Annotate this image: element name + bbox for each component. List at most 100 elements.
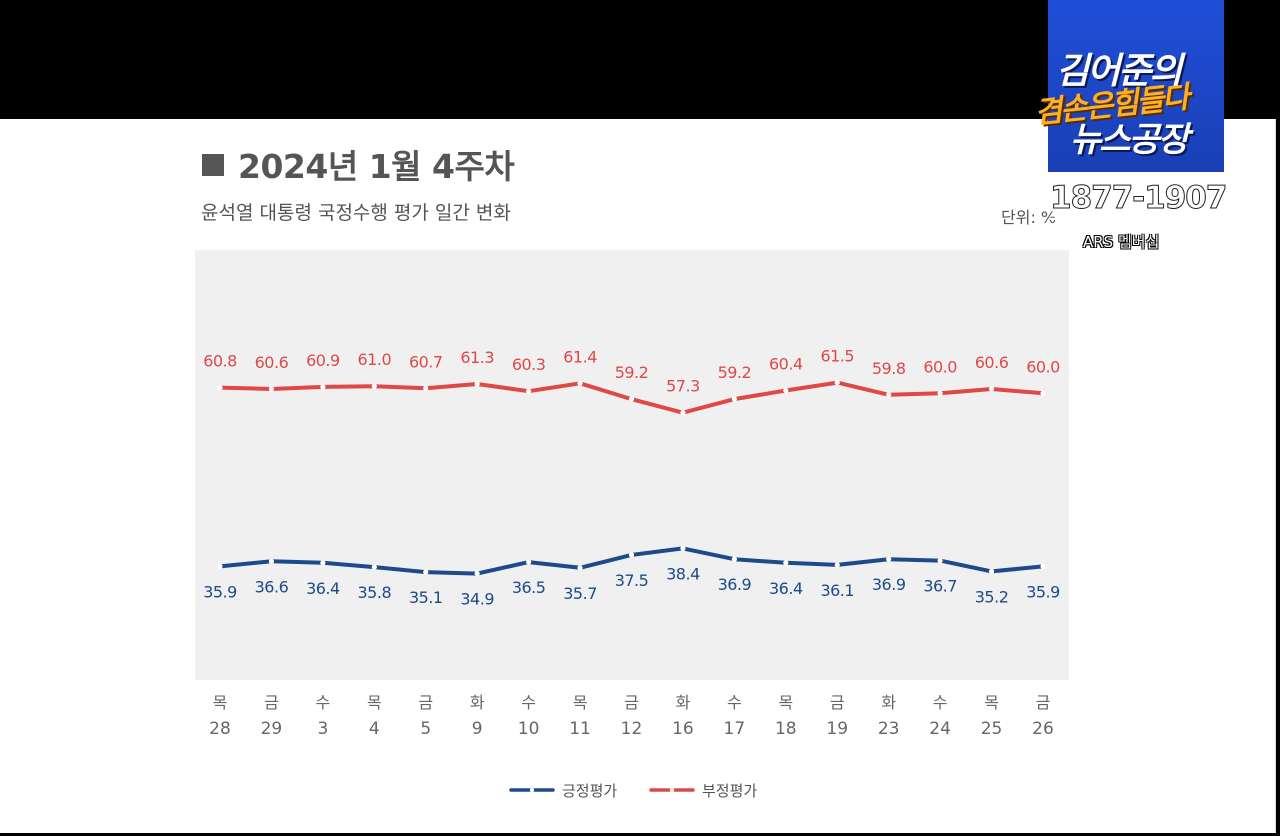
x-tick-day-15: 목 (984, 693, 999, 712)
page-title: 2024년 1월 4주차 (202, 140, 515, 188)
negative-data-label-11: 60.4 (769, 354, 803, 373)
positive-point-8 (628, 552, 635, 558)
positive-data-label-11: 36.4 (769, 579, 803, 598)
x-tick-date-12: 19 (826, 719, 848, 739)
x-tick-day-3: 목 (367, 693, 382, 712)
x-tick-day-16: 금 (1036, 693, 1051, 712)
x-tick-day-11: 목 (778, 693, 793, 712)
x-tick-day-10: 수 (727, 693, 742, 712)
negative-legend-dot (669, 787, 675, 793)
negative-data-label-1: 60.6 (255, 353, 289, 372)
logo-line-3: 뉴스공장 (1070, 120, 1189, 160)
x-tick-date-11: 18 (775, 719, 797, 739)
negative-point-3 (371, 383, 377, 389)
negative-point-9 (680, 410, 686, 416)
positive-point-12 (834, 562, 840, 568)
negative-data-label-4: 60.7 (409, 352, 443, 371)
positive-data-label-15: 35.2 (975, 587, 1009, 606)
negative-data-label-7: 61.4 (563, 347, 597, 366)
positive-point-7 (577, 565, 583, 571)
x-tick-date-6: 10 (518, 719, 540, 739)
x-tick-day-2: 수 (316, 693, 331, 712)
positive-data-label-12: 36.1 (820, 581, 854, 600)
x-tick-date-4: 5 (420, 719, 431, 739)
positive-data-label-13: 36.9 (872, 575, 906, 594)
negative-point-5 (474, 381, 480, 387)
positive-data-label-2: 36.4 (306, 579, 340, 598)
positive-point-5 (474, 570, 480, 577)
positive-data-label-5: 34.9 (460, 590, 494, 609)
negative-point-1 (268, 386, 275, 392)
x-tick-date-0: 28 (209, 719, 231, 739)
positive-data-label-14: 36.7 (923, 577, 957, 596)
negative-point-14 (937, 390, 943, 396)
x-tick-date-16: 26 (1032, 719, 1054, 739)
x-tick-date-3: 4 (369, 719, 380, 739)
x-tick-day-1: 금 (264, 693, 279, 712)
negative-data-label-14: 60.0 (923, 357, 957, 376)
negative-data-label-9: 57.3 (666, 377, 700, 396)
ars-membership-label: ARS 멤버십 (1083, 233, 1160, 251)
positive-data-label-16: 35.9 (1026, 582, 1060, 601)
positive-point-3 (371, 564, 377, 570)
chart-subtitle: 윤석열 대통령 국정수행 평가 일간 변화 (201, 202, 511, 224)
positive-data-label-4: 35.1 (409, 588, 443, 607)
negative-point-8 (628, 396, 635, 402)
x-tick-day-5: 화 (470, 693, 485, 712)
x-tick-day-14: 수 (933, 693, 948, 712)
x-tick-date-9: 16 (672, 719, 694, 739)
x-tick-date-7: 11 (569, 719, 591, 739)
x-tick-date-1: 29 (261, 719, 283, 739)
negative-point-16 (1040, 390, 1046, 396)
x-tick-date-8: 12 (621, 719, 643, 739)
x-tick-date-13: 23 (878, 719, 900, 739)
positive-point-0 (217, 563, 223, 569)
negative-data-label-15: 60.6 (975, 353, 1009, 372)
plot-area (195, 250, 1069, 680)
positive-point-6 (526, 559, 532, 565)
negative-data-label-13: 59.8 (872, 359, 906, 378)
negative-point-6 (526, 388, 532, 394)
show-logo: 김어준의 겸손은힘들다 뉴스공장 (1033, 0, 1224, 172)
positive-series-line (218, 546, 1045, 576)
negative-point-11 (783, 387, 789, 394)
negative-point-7 (577, 380, 583, 386)
x-tick-day-9: 화 (676, 693, 691, 712)
title-text: 2024년 1월 4주차 (238, 147, 515, 186)
x-tick-day-4: 금 (418, 693, 433, 712)
positive-point-9 (680, 545, 686, 552)
positive-data-label-6: 36.5 (512, 578, 546, 597)
negative-data-label-3: 61.0 (358, 350, 392, 369)
positive-legend-dot (529, 787, 535, 793)
x-tick-date-2: 3 (317, 719, 328, 739)
positive-legend-label: 긍정평가 (562, 782, 617, 800)
x-tick-day-0: 목 (213, 693, 228, 712)
negative-legend-label: 부정평가 (702, 782, 757, 800)
positive-point-10 (731, 556, 737, 562)
positive-data-label-7: 35.7 (563, 584, 597, 603)
x-tick-day-8: 금 (624, 693, 639, 712)
negative-point-15 (988, 386, 995, 392)
x-tick-date-14: 24 (929, 719, 951, 739)
positive-data-label-0: 35.9 (203, 582, 237, 601)
x-tick-day-12: 금 (830, 693, 845, 712)
positive-data-label-8: 37.5 (615, 571, 649, 590)
positive-point-1 (268, 558, 275, 564)
negative-data-label-12: 61.5 (820, 347, 854, 366)
positive-point-4 (423, 569, 429, 575)
negative-point-12 (834, 379, 840, 386)
negative-data-label-5: 61.3 (460, 348, 494, 367)
x-tick-day-6: 수 (521, 693, 536, 712)
x-tick-date-15: 25 (981, 719, 1003, 739)
positive-point-11 (783, 560, 789, 566)
x-tick-day-13: 화 (881, 693, 896, 712)
negative-data-label-8: 59.2 (615, 363, 649, 382)
positive-point-16 (1040, 563, 1046, 569)
x-tick-day-7: 목 (573, 693, 588, 712)
positive-point-14 (937, 558, 943, 564)
positive-data-label-3: 35.8 (358, 583, 392, 602)
positive-data-label-1: 36.6 (255, 577, 289, 596)
negative-data-label-16: 60.0 (1026, 357, 1060, 376)
positive-point-2 (320, 560, 326, 566)
negative-point-2 (320, 384, 326, 390)
